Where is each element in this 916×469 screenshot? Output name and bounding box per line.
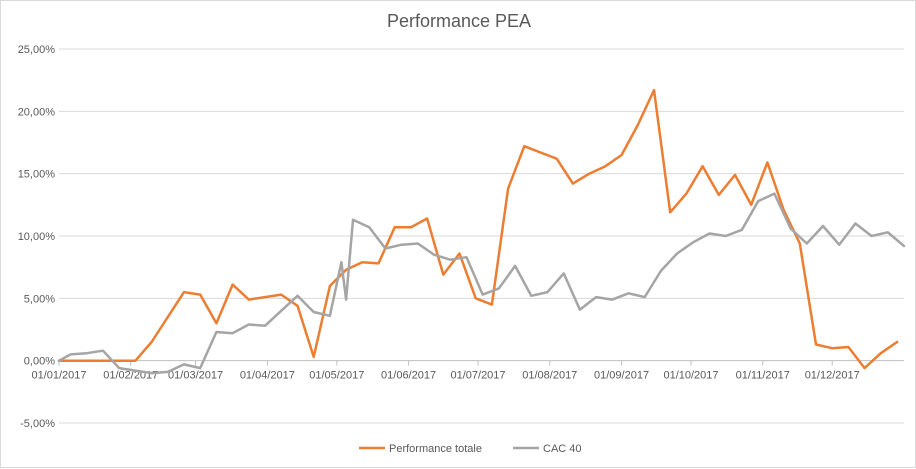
x-axis-tick-labels: 01/01/2017 01/02/2017 01/03/2017 01/04/2017…	[31, 370, 859, 382]
y-tick-label: 0,00%	[24, 356, 55, 368]
x-tick-label: 01/09/2017	[594, 370, 649, 382]
y-tick-label: 15,00%	[18, 169, 56, 181]
y-tick-label: 5,00%	[24, 293, 55, 305]
x-tick-label: 01/11/2017	[736, 370, 790, 382]
x-tick-label: 01/10/2017	[663, 370, 718, 382]
x-tick-label: 01/04/2017	[240, 370, 295, 382]
x-tick-label: 01/01/2017	[31, 370, 86, 382]
series-lines	[57, 88, 906, 375]
x-tick-label: 01/03/2017	[168, 370, 223, 382]
series-line-performance-totale	[57, 88, 899, 370]
chart-title: Performance PEA	[386, 11, 532, 31]
x-tick-label: 01/02/2017	[103, 370, 158, 382]
legend-label: Performance totale	[389, 443, 482, 455]
y-tick-label: 20,00%	[18, 106, 56, 118]
gridlines	[59, 48, 904, 424]
x-tick-label: 01/05/2017	[309, 370, 364, 382]
x-axis	[58, 360, 904, 366]
y-tick-label: 10,00%	[18, 231, 56, 243]
legend-label: CAC 40	[543, 443, 582, 455]
y-tick-label: -5,00%	[20, 418, 55, 430]
y-axis-tick-labels: -5,00% 0,00% 5,00% 10,00% 15,00% 20,00% 25,00%	[18, 44, 56, 430]
x-tick-label: 01/07/2017	[450, 370, 505, 382]
y-tick-label: 25,00%	[18, 44, 56, 56]
x-tick-label: 01/06/2017	[381, 370, 436, 382]
series-line-cac-40	[57, 192, 906, 375]
legend: Performance totale CAC 40	[359, 443, 582, 455]
x-tick-label: 01/12/2017	[805, 370, 860, 382]
x-tick-label: 01/08/2017	[522, 370, 577, 382]
